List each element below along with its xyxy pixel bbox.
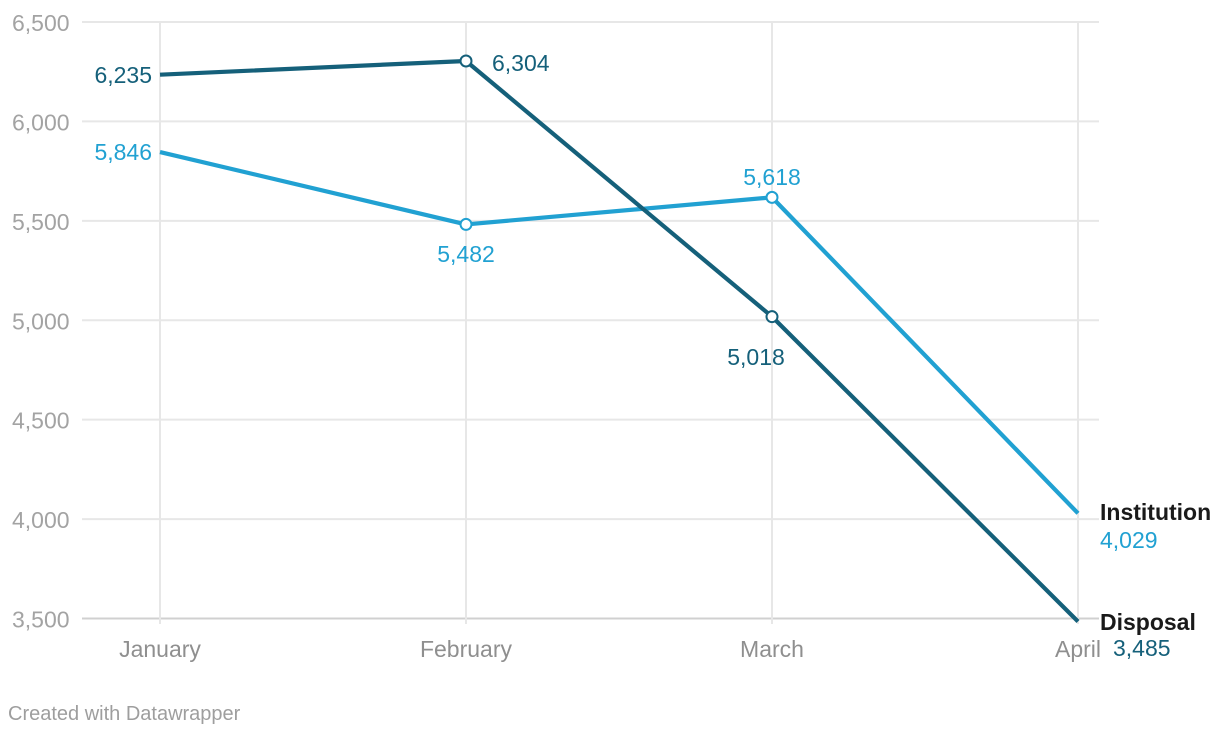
y-axis-tick-label-3-500: 3,500 <box>12 607 70 633</box>
institution-line[interactable] <box>159 149 1080 515</box>
series-markers <box>459 54 779 324</box>
x-axis-label-january: January <box>119 636 201 662</box>
disposal-value-label-january: 6,235 <box>94 62 152 88</box>
disposal-line[interactable] <box>159 58 1080 623</box>
y-axis-tick-label-5-000: 5,000 <box>12 308 70 334</box>
disposal-value-label-april: 3,485 <box>1113 635 1171 661</box>
institution-value-label-february: 5,482 <box>437 241 495 267</box>
x-axis-label-february: February <box>420 636 513 662</box>
y-axis-tick-label-4-000: 4,000 <box>12 507 70 533</box>
x-axis-label-march: March <box>740 636 804 662</box>
y-axis-tick-label-5-500: 5,500 <box>12 209 70 235</box>
institution-marker-february[interactable] <box>459 217 473 231</box>
institution-value-label-march: 5,618 <box>743 164 801 190</box>
disposal-marker-february[interactable] <box>459 54 473 68</box>
y-axis-tick-label-4-500: 4,500 <box>12 408 70 434</box>
series-label-institution: Institution <box>1100 499 1211 525</box>
y-axis-tick-label-6-500: 6,500 <box>12 10 70 36</box>
disposal-marker-march[interactable] <box>765 310 779 324</box>
disposal-value-label-march: 5,018 <box>727 344 785 370</box>
series-lines <box>159 58 1080 623</box>
institution-value-label-january: 5,846 <box>94 139 152 165</box>
y-axis-tick-label-6-000: 6,000 <box>12 109 70 135</box>
institution-marker-march[interactable] <box>765 190 779 204</box>
disposal-value-label-february: 6,304 <box>492 50 550 76</box>
series-label-disposal: Disposal <box>1100 609 1196 635</box>
gridlines: 6,500 6,000 5,500 5,000 4,500 4,000 3,500 Janua… <box>12 10 1101 662</box>
datawrapper-credit: Created with Datawrapper <box>8 703 241 725</box>
x-axis-label-april: April <box>1055 636 1101 662</box>
institution-value-label-april: 4,029 <box>1100 527 1158 553</box>
